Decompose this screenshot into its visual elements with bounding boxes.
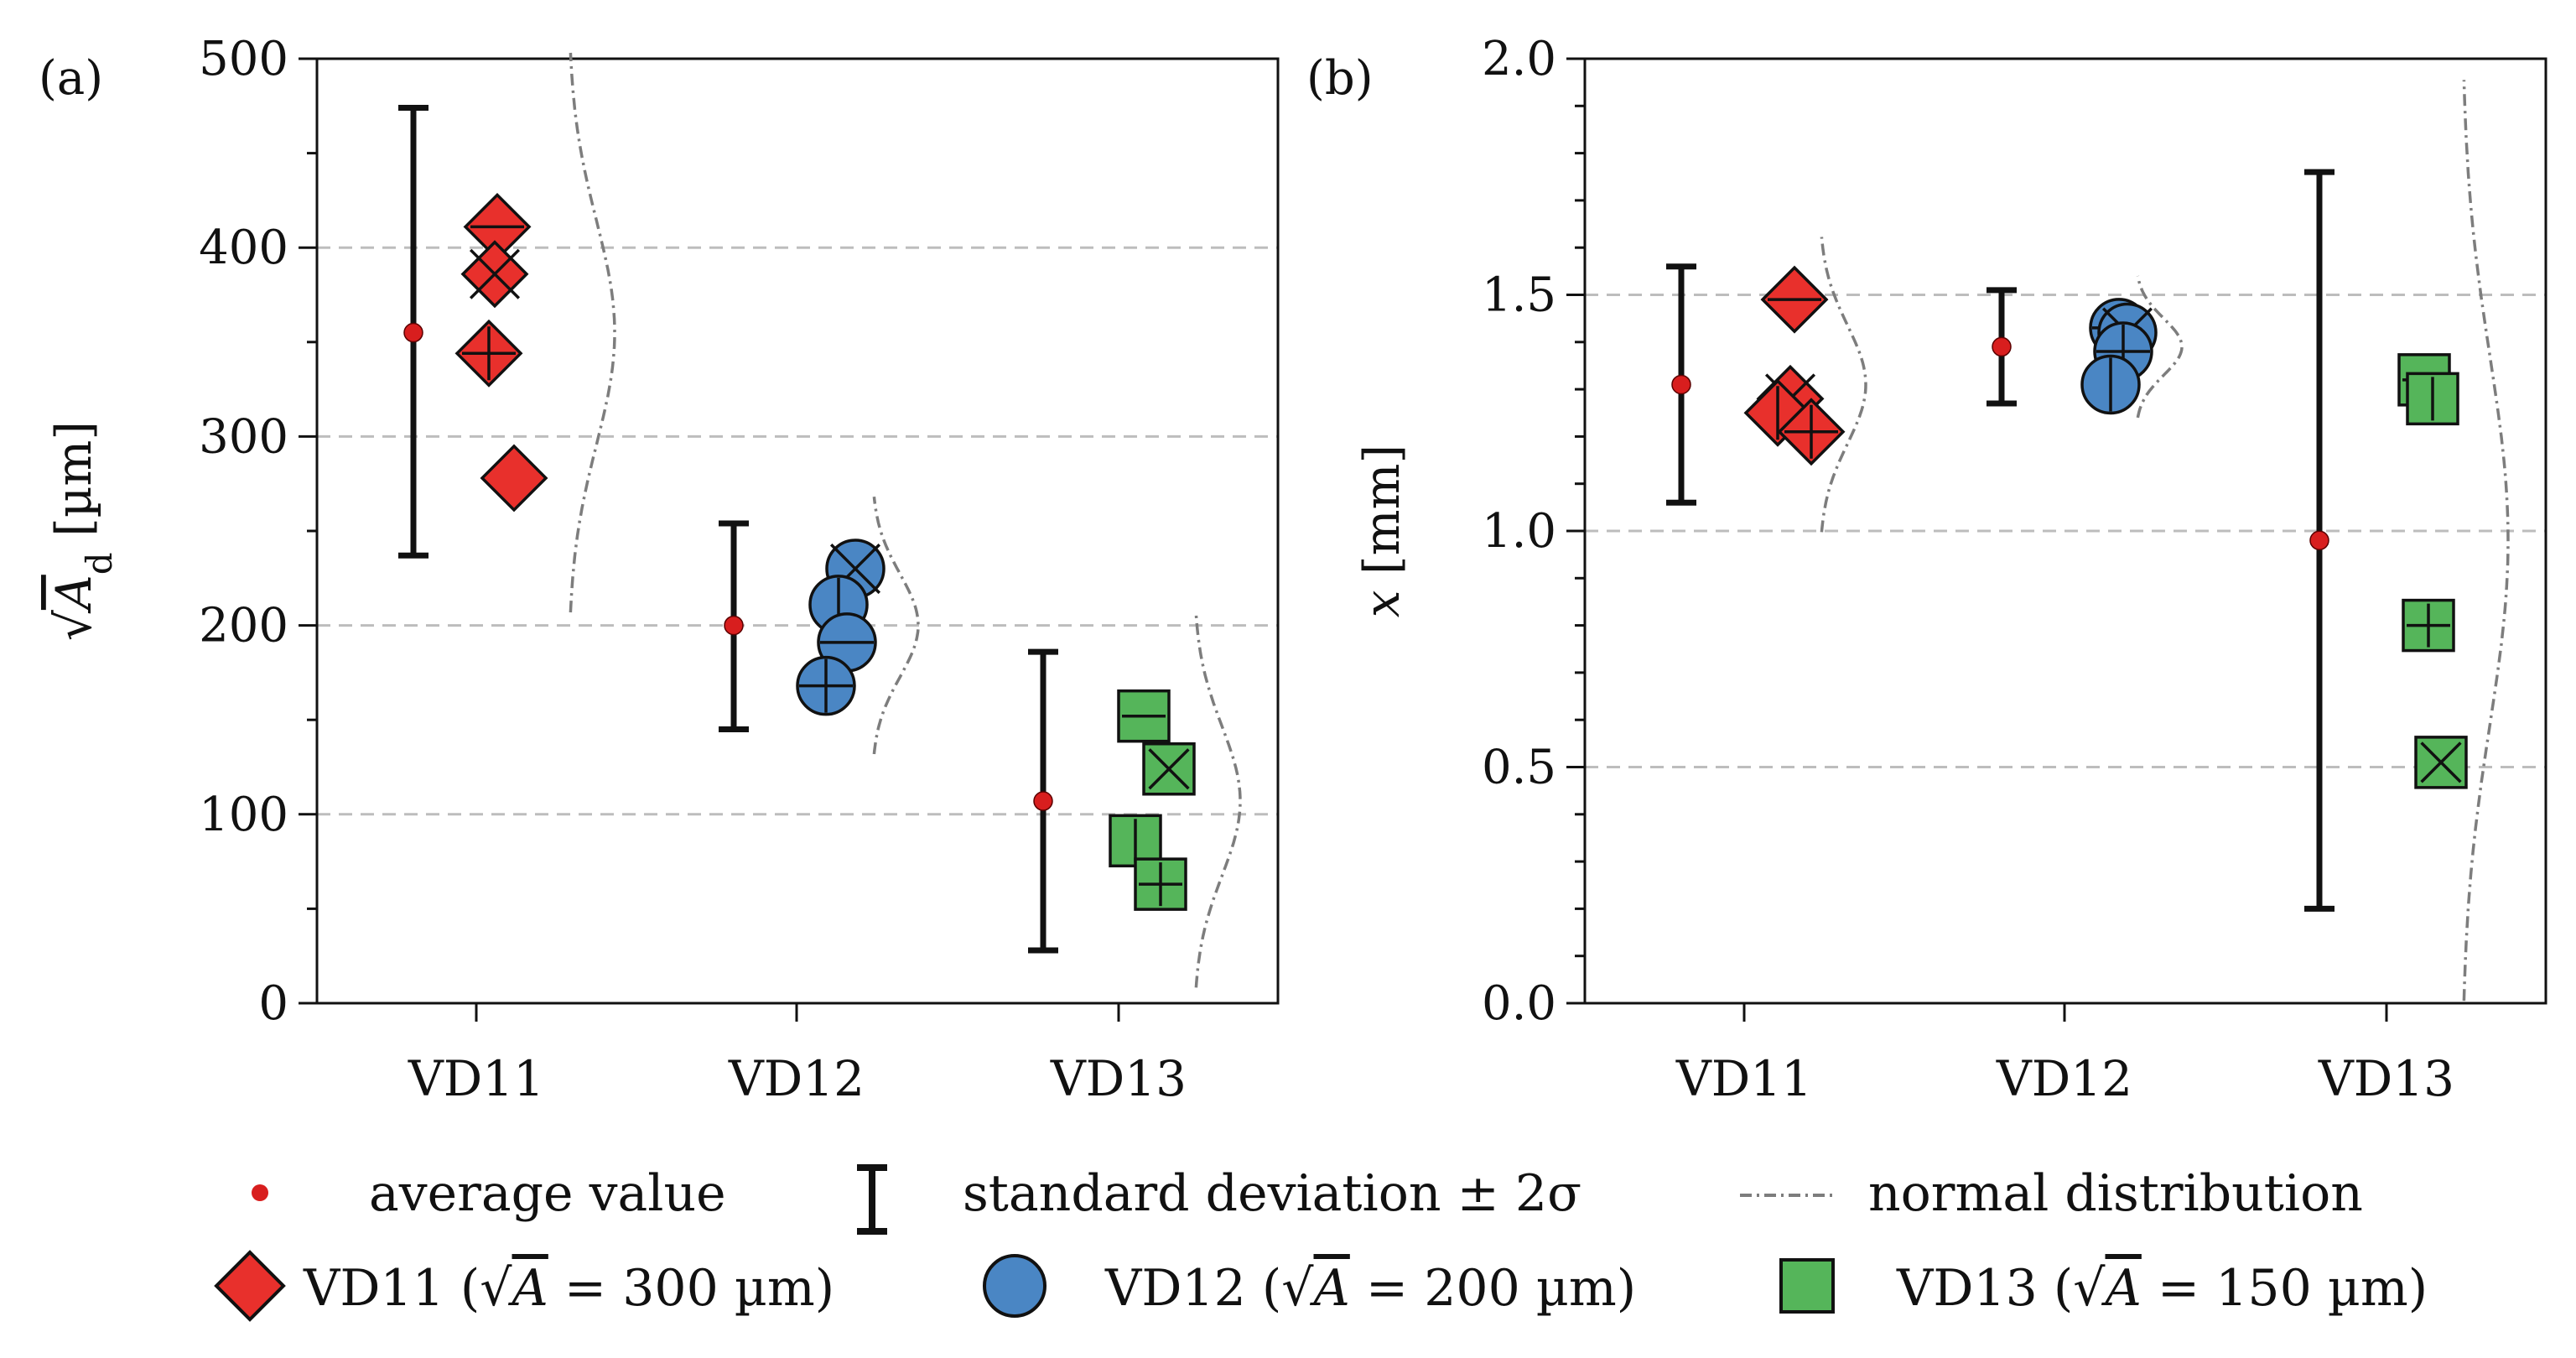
data-point	[1109, 814, 1162, 868]
group-vd13	[2304, 80, 2510, 1002]
legend-vd11-label: VD11 (√A = 300 µm)	[303, 1259, 834, 1318]
mean-marker	[1033, 791, 1053, 811]
group-vd12	[719, 497, 920, 755]
x-tick-label: VD12	[728, 1050, 865, 1107]
data-point	[1142, 742, 1196, 796]
data-point	[2080, 354, 2141, 415]
y-tick-label: 2.0	[1482, 32, 1556, 86]
y-tick-label: 200	[199, 599, 288, 653]
data-point	[1760, 265, 1829, 334]
y-tick-label: 500	[199, 32, 288, 86]
normal-distribution-curve	[1194, 614, 1242, 988]
x-tick-label: VD13	[1050, 1050, 1187, 1107]
legend-mean-marker	[252, 1184, 268, 1201]
data-point	[454, 319, 523, 388]
mean-marker	[403, 322, 423, 343]
y-tick-label: 300	[199, 409, 288, 464]
legend-normal-label: normal distribution	[1868, 1164, 2363, 1223]
normal-distribution-curve	[2136, 275, 2184, 419]
legend-vd12-label: VD12 (√A = 200 µm)	[1104, 1259, 1636, 1318]
marker-xline	[1148, 748, 1190, 790]
data-point	[1117, 689, 1171, 743]
legend-vd13-marker	[1779, 1258, 1835, 1314]
y-tick-label: 0.5	[1482, 741, 1556, 795]
y-tick-label: 1.5	[1482, 268, 1556, 323]
y-tick-label: 100	[199, 788, 288, 842]
y-tick-label: 400	[199, 221, 288, 275]
y-tick-label: 0	[258, 976, 288, 1031]
data-point	[1777, 398, 1846, 466]
mean-marker	[724, 615, 744, 636]
legend-errorbar-marker	[857, 1164, 887, 1235]
y-axis-label: √Ad [µm]	[45, 421, 120, 641]
data-point	[460, 240, 529, 309]
group-vd11	[398, 52, 616, 613]
panel-label: (a)	[39, 51, 103, 106]
mean-marker	[2309, 530, 2329, 551]
data-point	[1134, 857, 1187, 911]
normal-distribution-curve	[1820, 237, 1867, 533]
data-point	[2406, 372, 2459, 426]
mean-marker	[1671, 374, 1691, 395]
group-vd13	[1028, 614, 1242, 988]
panel-label: (b)	[1306, 51, 1374, 106]
legend: average value standard deviation ± 2σ no…	[214, 1164, 2428, 1322]
diamond-marker	[480, 444, 548, 513]
panel-b: (b) 0.0 0.5 1.0 1.5 2.0 VD11 VD12 VD13 x [mm]	[1306, 32, 2547, 1107]
legend-vd13-label: VD13 (√A = 150 µm)	[1896, 1259, 2428, 1318]
group-vd11	[1666, 237, 1867, 533]
legend-mean-label: average value	[369, 1164, 726, 1223]
y-tick-label: 1.0	[1482, 504, 1556, 559]
x-tick-label: VD11	[1675, 1050, 1812, 1107]
legend-errorbar-label: standard deviation ± 2σ	[963, 1164, 1581, 1223]
x-tick-label: VD11	[408, 1050, 544, 1107]
y-axis-label: x [mm]	[1353, 445, 1410, 617]
marker-xline	[2420, 741, 2462, 783]
data-point	[2414, 736, 2468, 789]
panel-a: (a) 0 100 200 300 400 500 VD11 VD12 VD13 √Ad [µm]	[39, 32, 1280, 1107]
data-point	[796, 655, 856, 716]
x-tick-label: VD12	[1996, 1050, 2132, 1107]
data-point	[2402, 598, 2455, 653]
data-point	[463, 192, 532, 261]
legend-vd12-marker	[983, 1254, 1046, 1318]
mean-marker	[1992, 336, 2012, 357]
x-tick-label: VD13	[2318, 1050, 2454, 1107]
group-vd12	[1987, 275, 2184, 419]
normal-distribution-curve	[2462, 80, 2510, 1002]
marker-xline	[469, 248, 521, 299]
normal-distribution-curve	[569, 52, 616, 613]
y-tick-label: 0.0	[1482, 976, 1556, 1031]
data-point	[480, 444, 548, 513]
legend-vd11-marker	[214, 1250, 286, 1322]
